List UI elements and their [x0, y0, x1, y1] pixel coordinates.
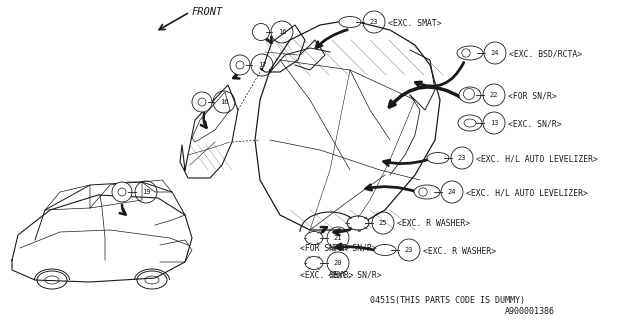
Ellipse shape	[339, 17, 361, 28]
Text: <FOR SN/R>: <FOR SN/R>	[300, 244, 349, 252]
Text: <EXC. R WASHER>: <EXC. R WASHER>	[397, 220, 470, 228]
Text: <EXC. BSD/RCTA>: <EXC. BSD/RCTA>	[509, 50, 582, 59]
Circle shape	[112, 182, 132, 202]
Ellipse shape	[374, 244, 396, 255]
Text: <EXC. R WASHER>: <EXC. R WASHER>	[423, 246, 496, 255]
Text: 19: 19	[141, 189, 150, 195]
Text: <EXC. H/L AUTO LEVELIZER>: <EXC. H/L AUTO LEVELIZER>	[476, 155, 598, 164]
Text: 23: 23	[458, 155, 467, 161]
Text: 23: 23	[370, 19, 378, 25]
Text: <EXC. H/L AUTO LEVELIZER>: <EXC. H/L AUTO LEVELIZER>	[466, 188, 588, 197]
Text: 21: 21	[333, 235, 342, 241]
Text: 23: 23	[404, 247, 413, 253]
Text: 17: 17	[258, 62, 266, 68]
Text: 16: 16	[220, 99, 228, 105]
Ellipse shape	[459, 87, 481, 103]
Text: 24: 24	[491, 50, 499, 56]
Text: 13: 13	[490, 120, 499, 126]
Text: A900001386: A900001386	[505, 308, 555, 316]
Text: 0451S(THIS PARTS CODE IS DUMMY): 0451S(THIS PARTS CODE IS DUMMY)	[370, 295, 525, 305]
Ellipse shape	[427, 153, 449, 164]
Text: FRONT: FRONT	[192, 7, 223, 17]
Text: 25: 25	[379, 220, 387, 226]
Circle shape	[192, 92, 212, 112]
Text: <EXC. SN/R>: <EXC. SN/R>	[300, 270, 354, 279]
Ellipse shape	[347, 216, 369, 230]
Text: <EXC. SMAT>: <EXC. SMAT>	[388, 19, 442, 28]
Ellipse shape	[457, 46, 483, 60]
Text: <EXC. SN/R>: <EXC. SN/R>	[508, 119, 562, 129]
Text: <EXC. SN/R>: <EXC. SN/R>	[328, 270, 381, 279]
Text: 24: 24	[448, 189, 456, 195]
Text: <FOR SN/R>: <FOR SN/R>	[508, 92, 557, 100]
Text: 22: 22	[490, 92, 499, 98]
Circle shape	[230, 55, 250, 75]
Text: 20: 20	[333, 260, 342, 266]
Text: 16: 16	[278, 29, 286, 35]
Ellipse shape	[458, 115, 482, 131]
Ellipse shape	[305, 231, 323, 244]
Ellipse shape	[414, 185, 440, 199]
Circle shape	[253, 23, 269, 41]
Ellipse shape	[305, 257, 323, 269]
Text: <FOR SN/R>: <FOR SN/R>	[328, 244, 377, 252]
